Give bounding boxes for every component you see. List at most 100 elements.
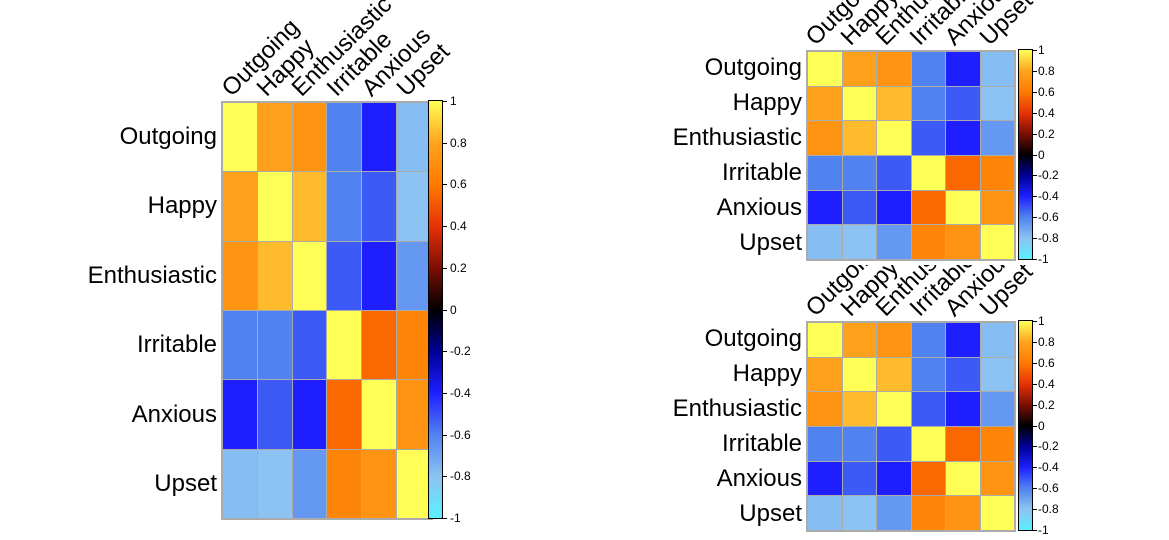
colorbar-tick-label--0.4: -0.4 <box>450 385 471 400</box>
heatmap-cell-enthusiastic-upset <box>980 392 1014 426</box>
heatmap-panel-left: Outgoing Happy Enthusiastic Irritable Anxiou… <box>87 0 471 525</box>
colorbar-tick-0.2 <box>443 267 447 269</box>
colorbar-tick--0.4 <box>1033 467 1037 469</box>
heatmap-cell-irritable-anxious <box>946 427 980 461</box>
heatmap-cell-outgoing-enthusiastic <box>292 103 327 172</box>
colorbar-tick-label-0: 0 <box>450 302 457 317</box>
heatmap-cell-outgoing-irritable <box>911 52 945 86</box>
row-label-happy: Happy <box>732 89 802 117</box>
heatmap-cell-anxious-anxious <box>946 461 980 496</box>
heatmap-cell-outgoing-outgoing <box>808 323 842 357</box>
colorbar-tick-1 <box>1033 50 1037 51</box>
colorbar-tick-0.4 <box>1033 112 1037 114</box>
heatmap-cell-upset-happy <box>842 496 876 530</box>
colorbar-tick-0.6 <box>1033 91 1037 93</box>
heatmap-cell-upset-anxious <box>362 449 397 518</box>
colorbar-tick--0.8 <box>1033 509 1037 511</box>
heatmap-cell-happy-anxious <box>946 86 980 121</box>
heatmap-cell-outgoing-happy <box>257 103 292 172</box>
heatmap-cell-outgoing-happy <box>842 52 876 86</box>
row-label-anxious: Anxious <box>716 464 802 492</box>
colorbar-tick-label-0.4: 0.4 <box>1038 105 1055 120</box>
heatmap-cell-enthusiastic-happy <box>842 392 876 426</box>
heatmap-cell-happy-irritable <box>911 86 945 121</box>
colorbar-tick--0.6 <box>1033 488 1037 490</box>
row-label-outgoing: Outgoing <box>119 122 217 150</box>
heatmap-cell-happy-upset <box>397 172 431 241</box>
heatmap-cell-irritable-happy <box>842 427 876 461</box>
colorbar-tick-0.6 <box>1033 362 1037 364</box>
colorbar-tick-label--0.6: -0.6 <box>1038 210 1059 225</box>
colorbar-bottom-right <box>1018 320 1033 531</box>
colorbar-tick-label--0.8: -0.8 <box>1038 231 1059 246</box>
colorbar-tick-label-1: 1 <box>1038 43 1045 57</box>
row-label-outgoing: Outgoing <box>704 54 802 82</box>
heatmap-cell-upset-upset <box>980 496 1014 530</box>
row-label-happy: Happy <box>147 192 217 220</box>
row-label-irritable: Irritable <box>721 429 802 457</box>
heatmap-cell-anxious-upset <box>397 380 431 449</box>
colorbar-tick-label-1: 1 <box>1038 314 1045 328</box>
colorbar-tick-label--0.8: -0.8 <box>1038 502 1059 517</box>
heatmap-grid-left <box>221 101 433 520</box>
colorbar-gradient-left <box>429 101 442 518</box>
row-label-enthusiastic: Enthusiastic <box>87 261 217 289</box>
heatmap-cell-outgoing-upset <box>980 52 1014 86</box>
row-label-irritable: Irritable <box>136 331 217 359</box>
colorbar-tick--0.2 <box>1033 175 1037 177</box>
heatmap-cell-upset-happy <box>257 449 292 518</box>
heatmap-cell-upset-upset <box>397 449 431 518</box>
colorbar-tick-label-0.2: 0.2 <box>1038 126 1055 141</box>
colorbar-tick-label-0: 0 <box>1038 147 1045 162</box>
colorbar-tick-label-0.6: 0.6 <box>1038 84 1055 99</box>
heatmap-cell-irritable-irritable <box>911 156 945 190</box>
heatmap-cell-enthusiastic-upset <box>980 121 1014 155</box>
colorbar-tick-0.2 <box>1033 133 1037 135</box>
colorbar-tick--0.6 <box>443 434 447 436</box>
colorbar-top-right <box>1018 49 1033 260</box>
heatmap-cell-irritable-upset <box>980 427 1014 461</box>
heatmap-cell-upset-enthusiastic <box>877 496 911 530</box>
heatmap-cell-enthusiastic-irritable <box>911 392 945 426</box>
colorbar-tick-label-0.8: 0.8 <box>1038 334 1055 349</box>
heatmap-cell-outgoing-enthusiastic <box>877 52 911 86</box>
heatmap-cell-irritable-enthusiastic <box>877 156 911 190</box>
heatmap-cell-outgoing-irritable <box>911 323 945 357</box>
heatmap-cell-outgoing-outgoing <box>808 52 842 86</box>
heatmap-cell-anxious-outgoing <box>808 461 842 496</box>
heatmap-cell-upset-upset <box>980 225 1014 259</box>
heatmap-cell-upset-irritable <box>911 225 945 259</box>
colorbar-tick-0.6 <box>443 184 447 186</box>
row-label-happy: Happy <box>732 360 802 388</box>
colorbar-tick--0.4 <box>443 392 447 394</box>
colorbar-tick--1 <box>1033 530 1037 531</box>
heatmap-cell-enthusiastic-irritable <box>911 121 945 155</box>
colorbar-tick--0.8 <box>1033 238 1037 240</box>
heatmap-cell-enthusiastic-anxious <box>362 241 397 310</box>
row-label-irritable: Irritable <box>721 158 802 186</box>
heatmap-cell-outgoing-happy <box>842 323 876 357</box>
heatmap-cell-anxious-irritable <box>911 190 945 225</box>
colorbar-tick--1 <box>443 518 447 519</box>
heatmap-cell-happy-enthusiastic <box>292 172 327 241</box>
heatmap-cell-upset-outgoing <box>808 496 842 530</box>
heatmap-cell-upset-anxious <box>946 496 980 530</box>
colorbar-tick--0.2 <box>1033 446 1037 448</box>
heatmap-cell-irritable-irritable <box>327 311 362 380</box>
colorbar-tick-0.4 <box>443 226 447 228</box>
colorbar-tick-label--1: -1 <box>450 511 461 525</box>
row-label-upset: Upset <box>739 228 802 256</box>
heatmap-cell-happy-irritable <box>911 357 945 392</box>
colorbar-tick-0.8 <box>443 142 447 144</box>
heatmap-cell-happy-happy <box>257 172 292 241</box>
heatmap-cell-happy-upset <box>980 357 1014 392</box>
heatmap-cell-anxious-anxious <box>946 190 980 225</box>
colorbar-tick-0 <box>1033 154 1037 156</box>
heatmap-cell-outgoing-outgoing <box>223 103 257 172</box>
heatmap-cell-anxious-happy <box>842 190 876 225</box>
colorbar-tick-label-0.8: 0.8 <box>1038 63 1055 78</box>
row-label-anxious: Anxious <box>131 400 217 428</box>
heatmap-cell-outgoing-enthusiastic <box>877 323 911 357</box>
heatmap-cell-anxious-irritable <box>911 461 945 496</box>
